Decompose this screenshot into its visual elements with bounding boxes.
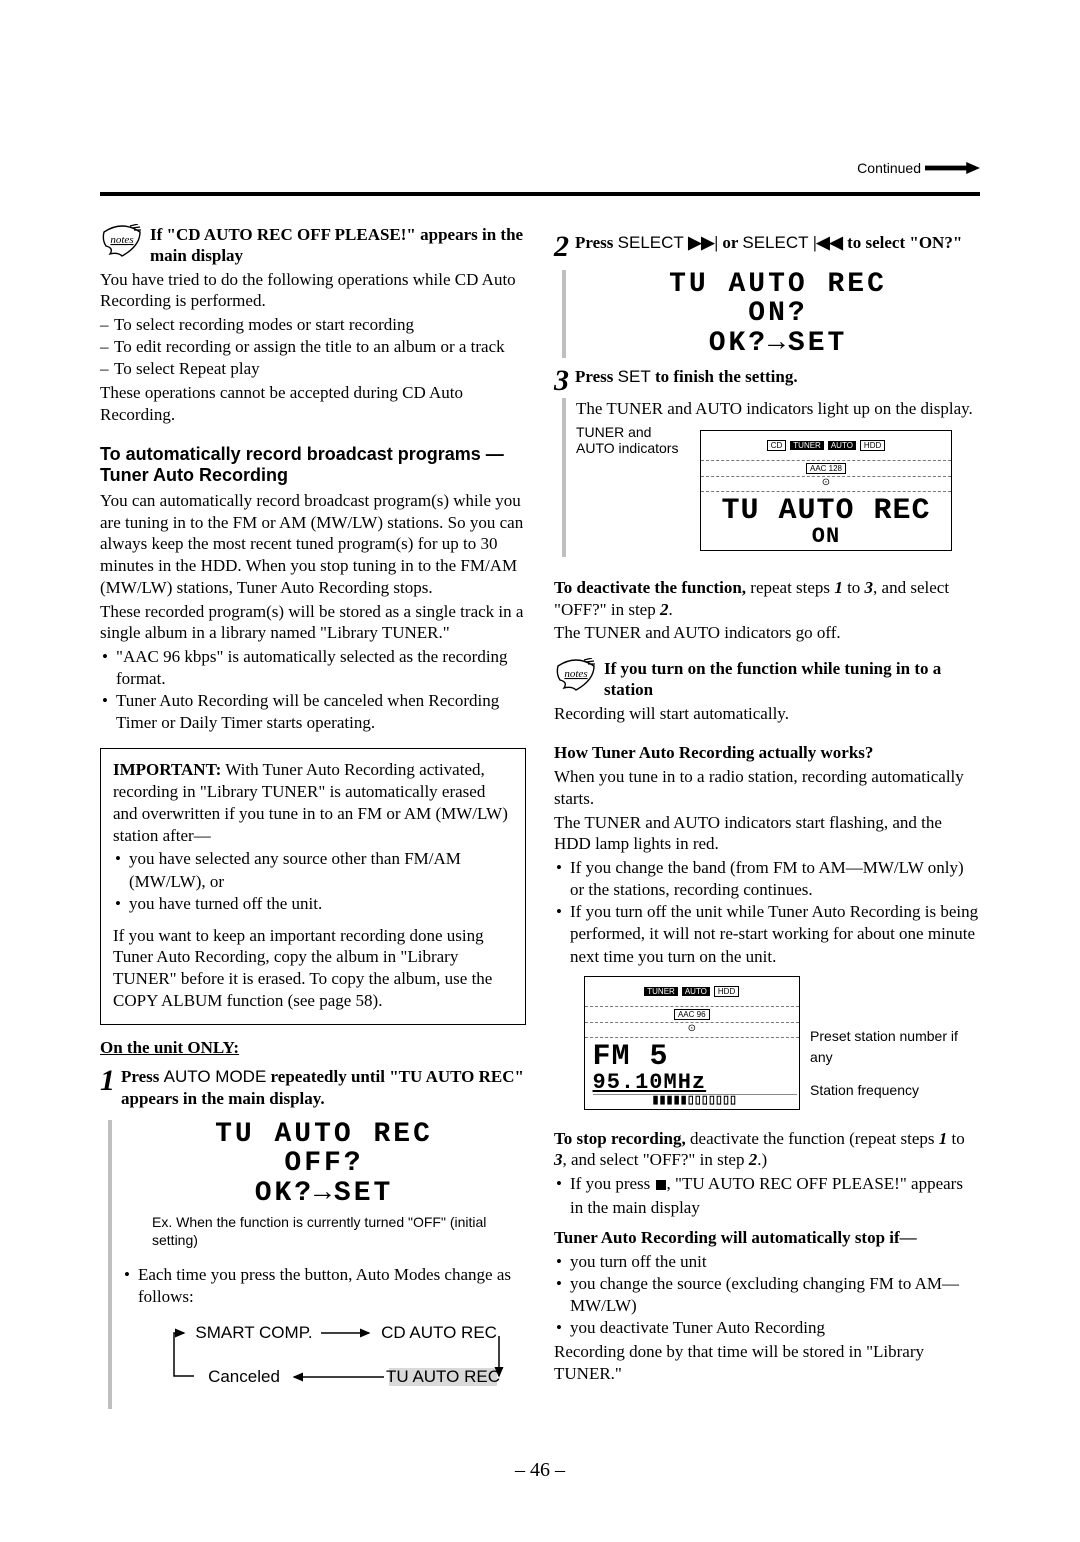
continued-indicator: Continued bbox=[857, 160, 980, 176]
example-caption: Ex. When the function is currently turne… bbox=[152, 1214, 526, 1250]
on-unit-only: On the unit ONLY: bbox=[100, 1037, 526, 1059]
body-text: You can automatically record broadcast p… bbox=[100, 490, 526, 599]
important-body2: If you want to keep an important recordi… bbox=[113, 925, 513, 1012]
svg-text:TU AUTO REC: TU AUTO REC bbox=[386, 1367, 500, 1386]
note-title: If "CD AUTO REC OFF PLEASE!" appears in … bbox=[150, 224, 526, 267]
display-row-1: TUNER and AUTO indicators CD TUNER AUTO … bbox=[576, 424, 980, 557]
step-2: 2 Press SELECT ▶▶| or SELECT |◀◀ to sele… bbox=[554, 232, 980, 262]
step-1-list: Each time you press the button, Auto Mod… bbox=[122, 1264, 526, 1308]
notes-icon: notes bbox=[100, 224, 144, 258]
step-2-text: Press SELECT ▶▶| or SELECT |◀◀ to select… bbox=[575, 232, 962, 254]
how-works-p: When you tune in to a radio station, rec… bbox=[554, 766, 980, 810]
preset-number-label: Preset station number if any bbox=[810, 1026, 980, 1068]
list-item: If you press , "TU AUTO REC OFF PLEASE!"… bbox=[554, 1173, 980, 1219]
unit-display-1: CD TUNER AUTO HDD AAC 128 ⊙ TU AUTO REC … bbox=[700, 430, 952, 551]
step-2-body: TU AUTO REC ON? OK?→SET bbox=[562, 270, 980, 358]
note-li: To select recording modes or start recor… bbox=[100, 314, 526, 336]
lcd-display-1: TU AUTO REC OFF? OK?→SET bbox=[122, 1120, 526, 1208]
notes-icon: notes bbox=[554, 658, 598, 692]
stop-list: If you press , "TU AUTO REC OFF PLEASE!"… bbox=[554, 1173, 980, 1219]
display-indicator-row: CD TUNER AUTO HDD bbox=[701, 431, 951, 461]
lcd-display-2: TU AUTO REC ON? OK?→SET bbox=[576, 270, 980, 358]
note-body: Recording will start automatically. bbox=[554, 703, 980, 725]
step-3-text: Press SET to finish the setting. bbox=[575, 366, 798, 388]
svg-text:notes: notes bbox=[110, 234, 133, 246]
list-item: "AAC 96 kbps" is automatically selected … bbox=[100, 646, 526, 690]
unit-display-2: TUNER AUTO HDD AAC 96 ⊙ FM 5 95.10MHz ▮▮… bbox=[584, 976, 801, 1110]
body-list: "AAC 96 kbps" is automatically selected … bbox=[100, 646, 526, 734]
svg-text:notes: notes bbox=[564, 668, 587, 680]
mode-flow-diagram: SMART COMP. CD AUTO REC Canceled TU AUTO… bbox=[122, 1320, 526, 1409]
note-body: You have tried to do the following opera… bbox=[100, 269, 526, 313]
note-list: To select recording modes or start recor… bbox=[100, 314, 526, 380]
autostop-after: Recording done by that time will be stor… bbox=[554, 1341, 980, 1385]
svg-text:CD AUTO REC: CD AUTO REC bbox=[381, 1323, 497, 1342]
how-works-list: If you change the band (from FM to AM—MW… bbox=[554, 857, 980, 967]
note-title: If you turn on the function while tuning… bbox=[604, 658, 980, 701]
important-label: IMPORTANT: bbox=[113, 760, 221, 779]
top-rule bbox=[100, 192, 980, 196]
two-column-layout: notes If "CD AUTO REC OFF PLEASE!" appea… bbox=[100, 224, 980, 1409]
step-number-2: 2 bbox=[554, 232, 569, 262]
how-works-p: The TUNER and AUTO indicators start flas… bbox=[554, 812, 980, 856]
note-li: To edit recording or assign the title to… bbox=[100, 336, 526, 358]
stop-recording-text: To stop recording, deactivate the functi… bbox=[554, 1128, 980, 1172]
step-1-text: Press AUTO MODE repeatedly until "TU AUT… bbox=[121, 1066, 526, 1110]
note-cd-auto-rec-off: notes If "CD AUTO REC OFF PLEASE!" appea… bbox=[100, 224, 526, 267]
frequency-label: Station frequency bbox=[810, 1080, 980, 1101]
list-item: If you change the band (from FM to AM—MW… bbox=[554, 857, 980, 901]
important-list: you have selected any source other than … bbox=[113, 848, 513, 914]
list-item: Each time you press the button, Auto Mod… bbox=[122, 1264, 526, 1308]
display-2-labels: Preset station number if any Station fre… bbox=[810, 970, 980, 1101]
list-item: Tuner Auto Recording will be canceled wh… bbox=[100, 690, 526, 734]
how-works-heading: How Tuner Auto Recording actually works? bbox=[554, 742, 980, 764]
list-item: you turn off the unit bbox=[554, 1251, 980, 1273]
prev-icon: |◀◀ bbox=[813, 233, 843, 252]
important-box: IMPORTANT: With Tuner Auto Recording act… bbox=[100, 748, 526, 1024]
step-3-desc: The TUNER and AUTO indicators light up o… bbox=[576, 398, 980, 420]
list-item: you deactivate Tuner Auto Recording bbox=[554, 1317, 980, 1339]
continued-text: Continued bbox=[857, 160, 921, 176]
autostop-heading: Tuner Auto Recording will automatically … bbox=[554, 1227, 980, 1249]
continued-arrow-icon bbox=[925, 162, 980, 174]
next-icon: ▶▶| bbox=[688, 233, 718, 252]
right-column: 2 Press SELECT ▶▶| or SELECT |◀◀ to sele… bbox=[554, 224, 980, 1409]
flow-svg: SMART COMP. CD AUTO REC Canceled TU AUTO… bbox=[139, 1320, 509, 1398]
note-turn-on-while-tuning: notes If you turn on the function while … bbox=[554, 658, 980, 701]
list-item: you have turned off the unit. bbox=[113, 893, 513, 915]
svg-text:Canceled: Canceled bbox=[208, 1367, 280, 1386]
display-row-2: TUNER AUTO HDD AAC 96 ⊙ FM 5 95.10MHz ▮▮… bbox=[554, 970, 980, 1116]
list-item: you change the source (excluding changin… bbox=[554, 1273, 980, 1317]
display-big-text: TU AUTO REC ON bbox=[701, 492, 951, 550]
left-column: notes If "CD AUTO REC OFF PLEASE!" appea… bbox=[100, 224, 526, 1409]
note-li: To select Repeat play bbox=[100, 358, 526, 380]
deactivate-text: To deactivate the function, repeat steps… bbox=[554, 577, 980, 621]
deactivate-text-2: The TUNER and AUTO indicators go off. bbox=[554, 622, 980, 644]
svg-text:SMART COMP.: SMART COMP. bbox=[195, 1323, 312, 1342]
tuner-auto-indicator-label: TUNER and AUTO indicators bbox=[576, 424, 686, 456]
autostop-list: you turn off the unit you change the sou… bbox=[554, 1251, 980, 1339]
step-number-3: 3 bbox=[554, 366, 569, 396]
note-after: These operations cannot be accepted duri… bbox=[100, 382, 526, 426]
manual-page: Continued notes If "CD AUTO REC OFF PLEA… bbox=[0, 0, 1080, 1542]
step-3-body: The TUNER and AUTO indicators light up o… bbox=[562, 398, 980, 557]
step-number-1: 1 bbox=[100, 1066, 115, 1096]
section-heading-tuner-auto: To automatically record broadcast progra… bbox=[100, 444, 526, 486]
page-number: – 46 – bbox=[100, 1459, 980, 1482]
step-1-body: TU AUTO REC OFF? OK?→SET Ex. When the fu… bbox=[108, 1120, 526, 1409]
stop-icon bbox=[655, 1175, 667, 1197]
important-text: IMPORTANT: With Tuner Auto Recording act… bbox=[113, 759, 513, 846]
list-item: If you turn off the unit while Tuner Aut… bbox=[554, 901, 980, 967]
step-3: 3 Press SET to finish the setting. bbox=[554, 366, 980, 396]
list-item: you have selected any source other than … bbox=[113, 848, 513, 892]
step-1: 1 Press AUTO MODE repeatedly until "TU A… bbox=[100, 1066, 526, 1112]
body-text: These recorded program(s) will be stored… bbox=[100, 601, 526, 645]
